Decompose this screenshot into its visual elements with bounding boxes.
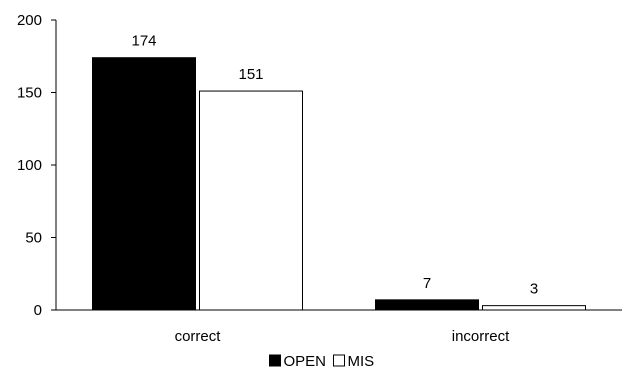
bar-mis-incorrect <box>482 305 586 311</box>
data-label: 151 <box>238 66 263 83</box>
legend-label-open: OPEN <box>284 353 327 370</box>
y-tick-label: 100 <box>17 157 42 174</box>
data-label: 7 <box>423 275 431 292</box>
y-tick-label: 0 <box>34 302 42 319</box>
data-label: 3 <box>530 281 538 298</box>
data-label: 174 <box>131 33 156 50</box>
legend: OPEN MIS <box>269 353 375 370</box>
legend-label-mis: MIS <box>348 353 375 370</box>
data-labels: 174 151 7 3 <box>131 33 538 298</box>
y-axis-ticks: 0 50 100 150 200 <box>17 12 56 319</box>
category-label: incorrect <box>452 328 510 345</box>
bar-open-incorrect <box>375 299 479 311</box>
y-tick-label: 200 <box>17 12 42 29</box>
bar-open-correct <box>92 57 196 311</box>
legend-swatch-mis <box>333 354 345 367</box>
y-tick-label: 150 <box>17 85 42 102</box>
category-labels: correct incorrect <box>175 328 511 345</box>
y-tick-label: 50 <box>25 230 42 247</box>
category-label: correct <box>175 328 222 345</box>
bars <box>92 57 586 311</box>
legend-swatch-open <box>269 354 281 367</box>
bar-mis-correct <box>199 90 303 311</box>
